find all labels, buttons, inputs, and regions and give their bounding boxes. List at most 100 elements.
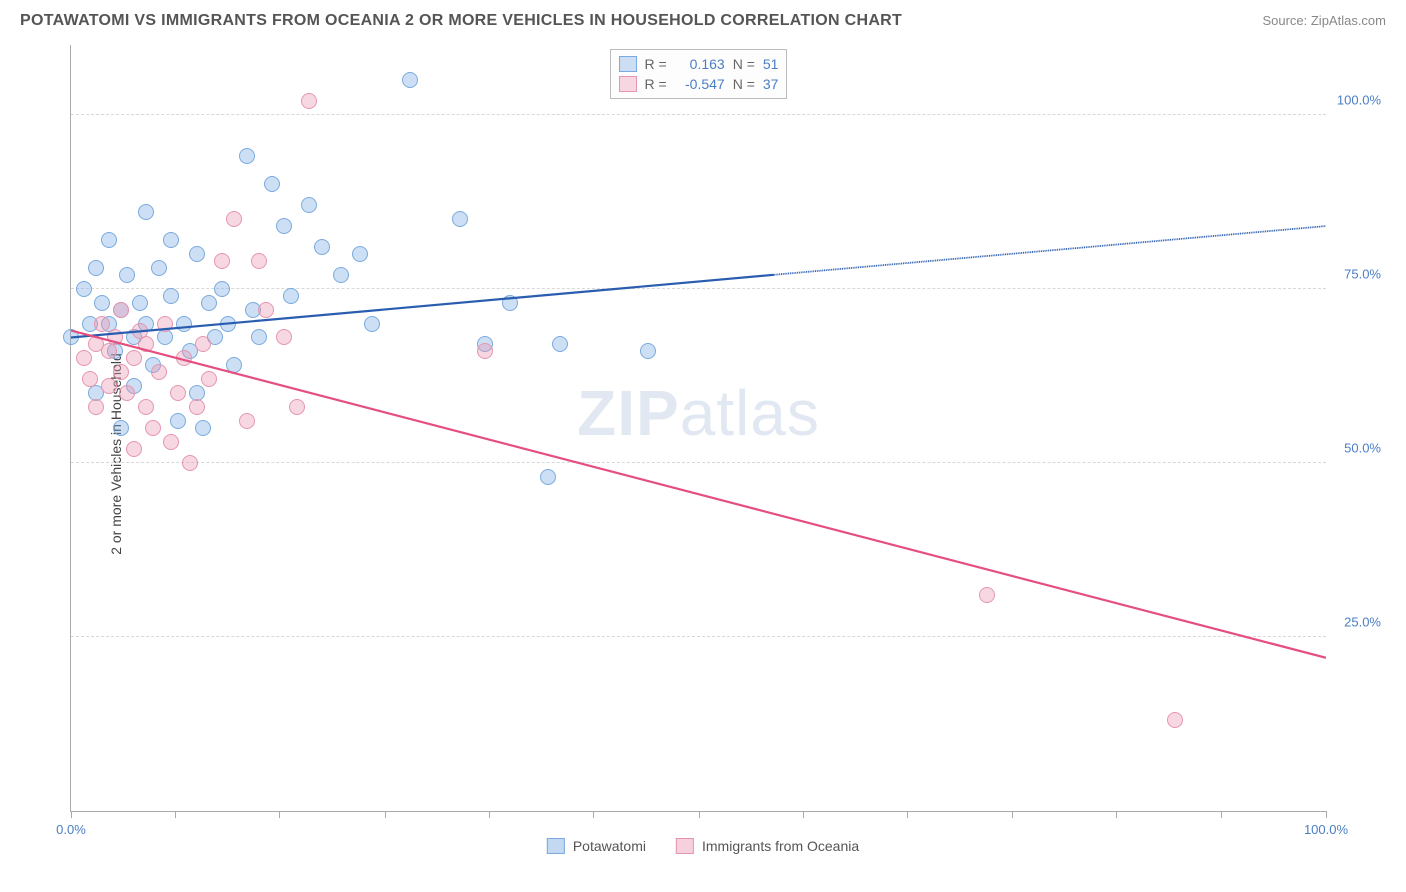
x-tick [803,811,804,818]
data-point [88,260,104,276]
watermark-zip: ZIP [577,377,680,449]
x-tick [1116,811,1117,818]
gridline [71,288,1326,289]
data-point [151,260,167,276]
data-point [201,371,217,387]
data-point [126,441,142,457]
data-point [182,455,198,471]
x-tick [907,811,908,818]
data-point [63,329,79,345]
legend-item: Potawatomi [547,838,646,854]
data-point [163,288,179,304]
data-point [276,218,292,234]
data-point [76,281,92,297]
data-point [239,148,255,164]
x-tick-label: 0.0% [56,822,86,837]
r-label: R = [645,56,667,72]
x-tick [593,811,594,818]
data-point [101,343,117,359]
data-point [264,176,280,192]
data-point [101,378,117,394]
data-point [251,253,267,269]
data-point [352,246,368,262]
data-point [502,295,518,311]
n-label: N = [733,56,755,72]
data-point [452,211,468,227]
data-point [333,267,349,283]
x-tick-label: 100.0% [1304,822,1348,837]
data-point [170,385,186,401]
data-point [226,357,242,373]
legend-item: Immigrants from Oceania [676,838,859,854]
data-point [176,350,192,366]
data-point [314,239,330,255]
data-point [214,253,230,269]
data-point [276,329,292,345]
data-point [151,364,167,380]
data-point [540,469,556,485]
source-label: Source: [1262,13,1310,28]
y-tick-label: 100.0% [1337,92,1381,107]
plot-area: ZIPatlas R =0.163N =51R =-0.547N =37 25.… [70,45,1326,812]
gridline [71,462,1326,463]
data-point [94,316,110,332]
data-point [126,350,142,366]
legend-swatch [547,838,565,854]
data-point [76,350,92,366]
data-point [195,336,211,352]
n-value: 37 [763,76,779,92]
data-point [170,413,186,429]
watermark: ZIPatlas [577,376,820,450]
data-point [101,232,117,248]
data-point [138,204,154,220]
data-point [138,336,154,352]
data-point [82,371,98,387]
data-point [214,281,230,297]
y-tick-label: 50.0% [1344,440,1381,455]
data-point [402,72,418,88]
series-legend: Potawatomi Immigrants from Oceania [547,838,859,854]
legend-swatch [619,56,637,72]
r-value: -0.547 [675,76,725,92]
gridline [71,636,1326,637]
x-tick [1012,811,1013,818]
x-tick [1326,811,1327,818]
source-attribution: Source: ZipAtlas.com [1262,13,1386,28]
data-point [239,413,255,429]
data-point [189,399,205,415]
data-point [113,420,129,436]
r-value: 0.163 [675,56,725,72]
data-point [552,336,568,352]
stats-row: R = 0.163 N = 51 [619,54,779,74]
r-label: R = [645,76,667,92]
stats-row: R = -0.547 N = 37 [619,74,779,94]
y-tick-label: 25.0% [1344,614,1381,629]
data-point [979,587,995,603]
data-point [201,295,217,311]
data-point [119,267,135,283]
data-point [176,316,192,332]
n-label: N = [733,76,755,92]
data-point [289,399,305,415]
data-point [113,302,129,318]
source-name: ZipAtlas.com [1311,13,1386,28]
data-point [94,295,110,311]
data-point [477,343,493,359]
data-point [1167,712,1183,728]
legend-label: Immigrants from Oceania [702,838,859,854]
data-point [88,399,104,415]
chart-container: 2 or more Vehicles in Household ZIPatlas… [20,45,1386,862]
data-point [145,420,161,436]
x-tick [1221,811,1222,818]
n-value: 51 [763,56,779,72]
data-point [157,329,173,345]
legend-swatch [619,76,637,92]
chart-title: POTAWATOMI VS IMMIGRANTS FROM OCEANIA 2 … [20,12,902,30]
data-point [258,302,274,318]
data-point [226,211,242,227]
data-point [163,232,179,248]
data-point [132,295,148,311]
y-tick-label: 75.0% [1344,266,1381,281]
x-tick [699,811,700,818]
data-point [195,420,211,436]
